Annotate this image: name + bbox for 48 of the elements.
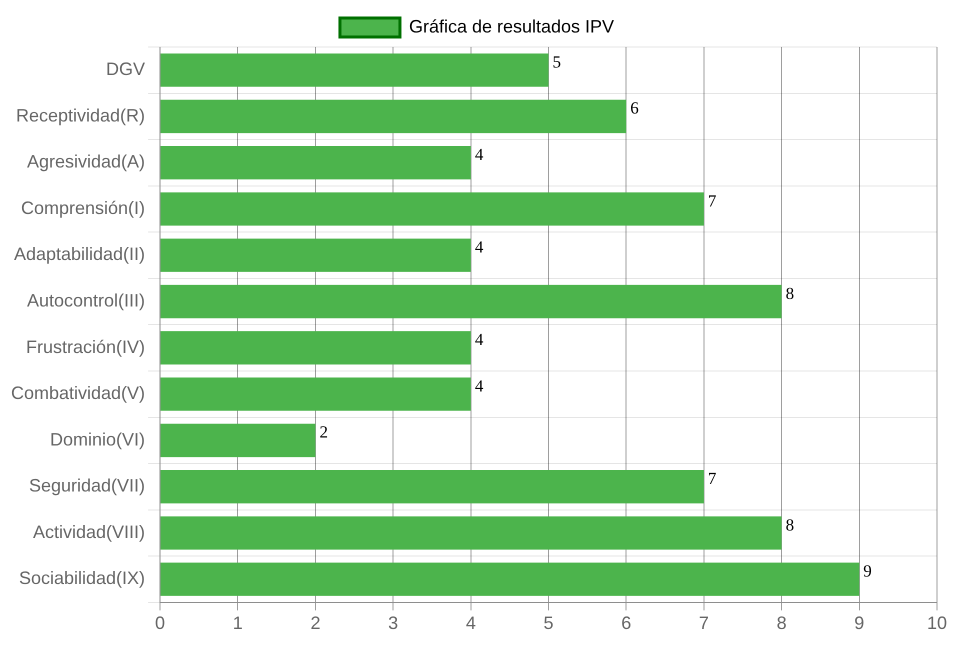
x-tick-label: 2 bbox=[310, 613, 320, 634]
x-tick-label: 0 bbox=[155, 613, 166, 634]
data-label: 7 bbox=[708, 469, 717, 488]
data-label: 8 bbox=[786, 284, 794, 303]
x-tick-label: 7 bbox=[698, 613, 709, 634]
x-tick-label: 4 bbox=[466, 613, 476, 634]
data-label: 7 bbox=[708, 191, 717, 210]
data-label: 4 bbox=[474, 238, 484, 257]
bar bbox=[160, 470, 704, 504]
y-tick-label: Agresividad(A) bbox=[27, 152, 146, 172]
bar bbox=[160, 238, 471, 272]
bar bbox=[160, 516, 782, 550]
y-tick-label: Seguridad(VII) bbox=[28, 476, 146, 496]
y-tick-label: Dominio(VI) bbox=[50, 429, 146, 450]
x-tick-label: 10 bbox=[926, 613, 948, 634]
bar bbox=[160, 424, 316, 458]
bar bbox=[160, 284, 782, 318]
x-tick-label: 8 bbox=[776, 613, 787, 634]
data-label: 5 bbox=[552, 52, 562, 72]
data-label: 2 bbox=[319, 422, 328, 442]
data-label: 6 bbox=[630, 98, 639, 118]
x-tick-label: 1 bbox=[232, 613, 243, 634]
y-tick-label: DGV bbox=[106, 59, 146, 80]
y-tick-label: Actividad(VIII) bbox=[33, 522, 146, 542]
x-tick-label: 9 bbox=[854, 613, 864, 634]
bar bbox=[160, 53, 549, 87]
x-tick-label: 3 bbox=[388, 613, 398, 634]
y-tick-label: Frustración(IV) bbox=[26, 336, 146, 357]
data-label: 4 bbox=[474, 145, 484, 164]
bar bbox=[160, 100, 626, 134]
y-tick-label: Adaptabilidad(II) bbox=[14, 244, 146, 264]
bar bbox=[160, 146, 471, 180]
data-label: 8 bbox=[786, 515, 794, 534]
x-tick-label: 6 bbox=[621, 613, 632, 634]
y-tick-label: Combatividad(V) bbox=[10, 383, 146, 404]
data-label: 4 bbox=[474, 376, 484, 396]
bar bbox=[160, 331, 471, 365]
y-tick-label: Comprensión(I) bbox=[21, 198, 146, 218]
bar bbox=[160, 562, 860, 596]
y-tick-label: Receptividad(R) bbox=[16, 105, 146, 126]
legend-label: Gráfica de resultados IPV bbox=[408, 16, 614, 36]
bar bbox=[160, 377, 471, 411]
data-label: 4 bbox=[474, 330, 484, 350]
y-tick-label: Autocontrol(III) bbox=[27, 290, 146, 311]
x-tick-label: 5 bbox=[544, 613, 554, 634]
y-tick-label: Sociabilidad(IX) bbox=[18, 568, 146, 588]
bar bbox=[160, 192, 704, 226]
data-label: 9 bbox=[863, 562, 872, 581]
